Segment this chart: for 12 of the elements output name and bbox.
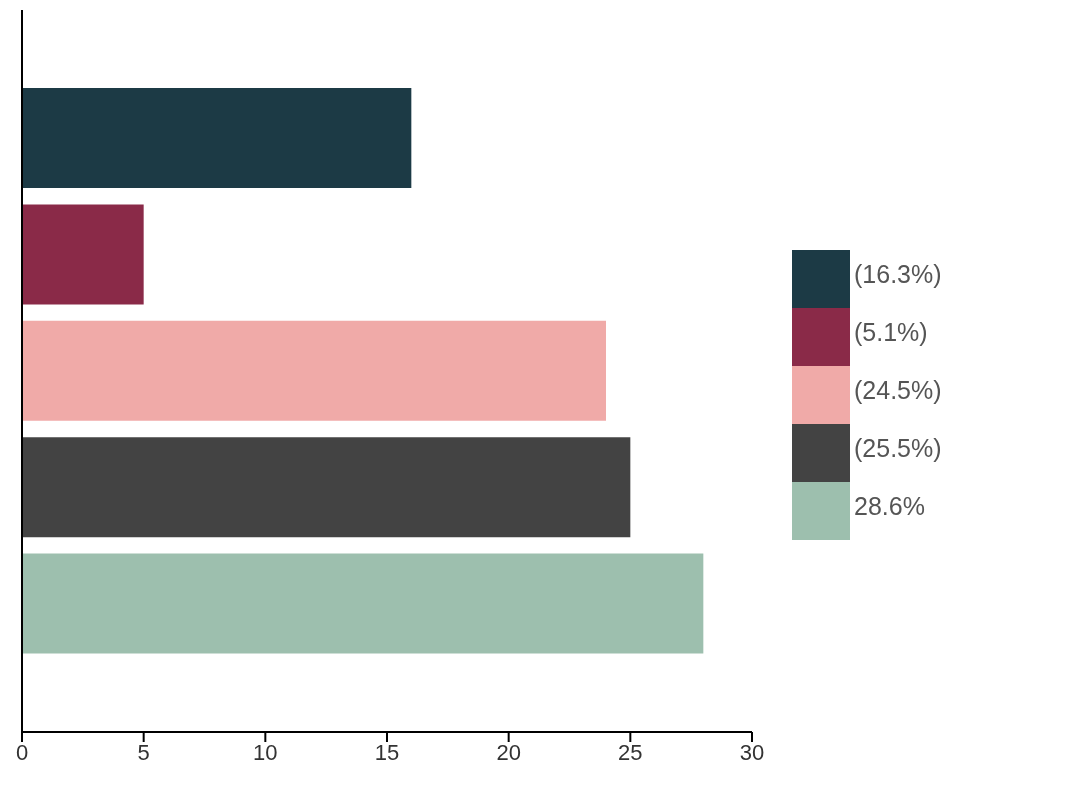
legend-label: (16.3%) xyxy=(854,260,942,289)
legend-label: 28.6% xyxy=(854,492,925,521)
legend-label: (25.5%) xyxy=(854,434,942,463)
x-tick-label: 25 xyxy=(618,739,643,765)
legend-label: (5.1%) xyxy=(854,318,928,347)
x-tick-label: 0 xyxy=(15,739,29,765)
x-tick-label: 30 xyxy=(739,739,765,765)
x-tick-label: 10 xyxy=(253,739,278,765)
x-tick-label: 20 xyxy=(496,739,521,765)
legend-label: (24.5%) xyxy=(854,376,942,405)
x-tick-label: 15 xyxy=(374,739,400,765)
x-tick-label: 5 xyxy=(137,739,150,765)
